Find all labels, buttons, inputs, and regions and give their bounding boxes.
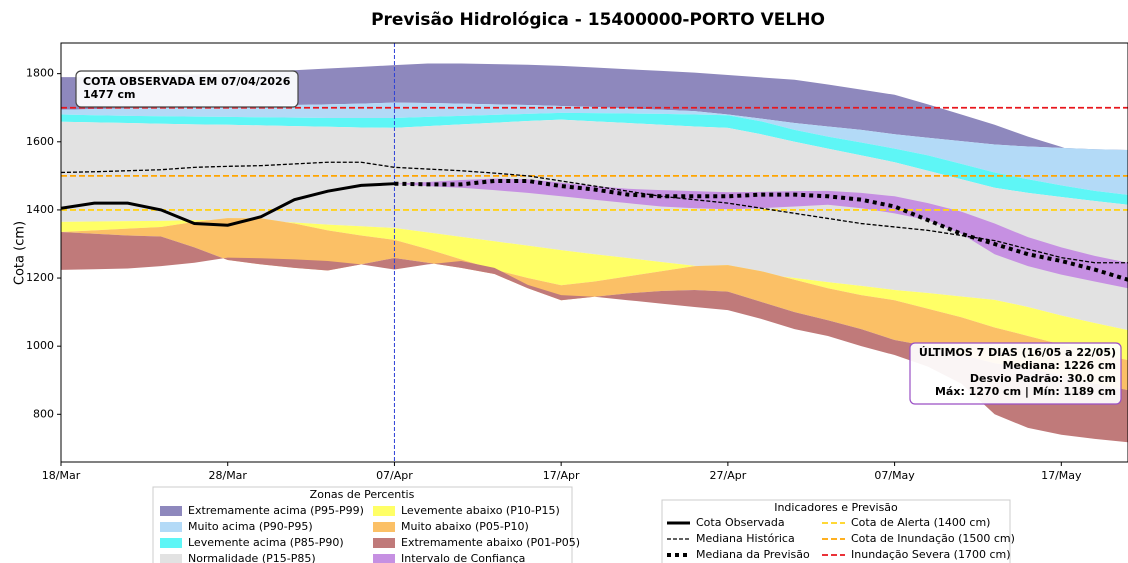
legend-label: Cota Observada (696, 516, 785, 529)
chart-title: Previsão Hidrológica - 15400000-PORTO VE… (371, 10, 825, 30)
legend-swatch (373, 538, 395, 548)
y-tick-label: 800 (33, 407, 54, 420)
series-line (61, 182, 395, 227)
annotation-text: ÚLTIMOS 7 DIAS (16/05 a 22/05) (919, 346, 1116, 359)
x-tick-label: 27/Apr (710, 469, 747, 482)
legend-label: Mediana da Previsão (696, 548, 810, 561)
x-tick-label: 07/May (874, 469, 915, 482)
y-tick-label: 1200 (26, 271, 54, 284)
annotation-box (909, 342, 1122, 405)
annotation-text: Mediana: 1226 cm (1003, 359, 1116, 372)
indicators-legend-box (661, 499, 1011, 563)
legend-swatch (373, 522, 395, 532)
legend-label: Mediana Histórica (696, 532, 795, 545)
annotation-text: Máx: 1270 cm | Mín: 1189 cm (935, 385, 1116, 398)
legend-swatch (160, 506, 182, 516)
x-tick-label: 07/Apr (376, 469, 413, 482)
legend-swatch (373, 554, 395, 563)
x-tick-label: 18/Mar (42, 469, 81, 482)
legend-swatch (160, 554, 182, 563)
y-tick-label: 1800 (26, 67, 54, 80)
legend-label: Cota de Alerta (1400 cm) (851, 516, 990, 529)
percentile-band (61, 232, 1128, 443)
legend-label: Inundação Severa (1700 cm) (851, 548, 1011, 561)
legend-label: Extremamente abaixo (P01-P05) (401, 536, 580, 549)
legend-label: Cota de Inundação (1500 cm) (851, 532, 1015, 545)
legend-label: Extremamente acima (P95-P99) (188, 504, 364, 517)
y-tick-label: 1000 (26, 339, 54, 352)
percentile-band (61, 112, 1128, 205)
legend-swatch (160, 538, 182, 548)
percentile-band (394, 178, 1128, 289)
series-line (61, 161, 1128, 264)
legend-label: Levemente acima (P85-P90) (188, 536, 344, 549)
percentile-band (61, 119, 1128, 331)
series-line (394, 178, 1128, 282)
y-tick-label: 1400 (26, 203, 54, 216)
plot-area (61, 43, 1128, 462)
percentile-band (61, 102, 1128, 195)
legend-label: Intervalo de Confiança (401, 552, 525, 563)
plot-frame (60, 42, 1128, 463)
y-tick-label: 1600 (26, 135, 54, 148)
zones-legend-title: Zonas de Percentis (310, 488, 415, 501)
annotation-text: Desvio Padrão: 30.0 cm (970, 372, 1116, 385)
annotation-text: 1477 cm (83, 88, 135, 101)
x-tick-label: 17/Apr (543, 469, 580, 482)
legend-label: Muito acima (P90-P95) (188, 520, 313, 533)
legend-label: Normalidade (P15-P85) (188, 552, 316, 563)
x-tick-label: 28/Mar (208, 469, 247, 482)
legend-label: Levemente abaixo (P10-P15) (401, 504, 560, 517)
x-tick-label: 17/May (1041, 469, 1082, 482)
annotation-box (75, 70, 299, 108)
annotation-text: COTA OBSERVADA EM 07/04/2026 (83, 75, 291, 88)
zones-legend-box (152, 486, 573, 563)
y-axis-label: Cota (cm) (13, 221, 28, 285)
indicators-legend-title: Indicadores e Previsão (774, 501, 898, 514)
percentile-band (61, 63, 1128, 170)
legend-label: Muito abaixo (P05-P10) (401, 520, 529, 533)
legend-swatch (373, 506, 395, 516)
legend-swatch (160, 522, 182, 532)
